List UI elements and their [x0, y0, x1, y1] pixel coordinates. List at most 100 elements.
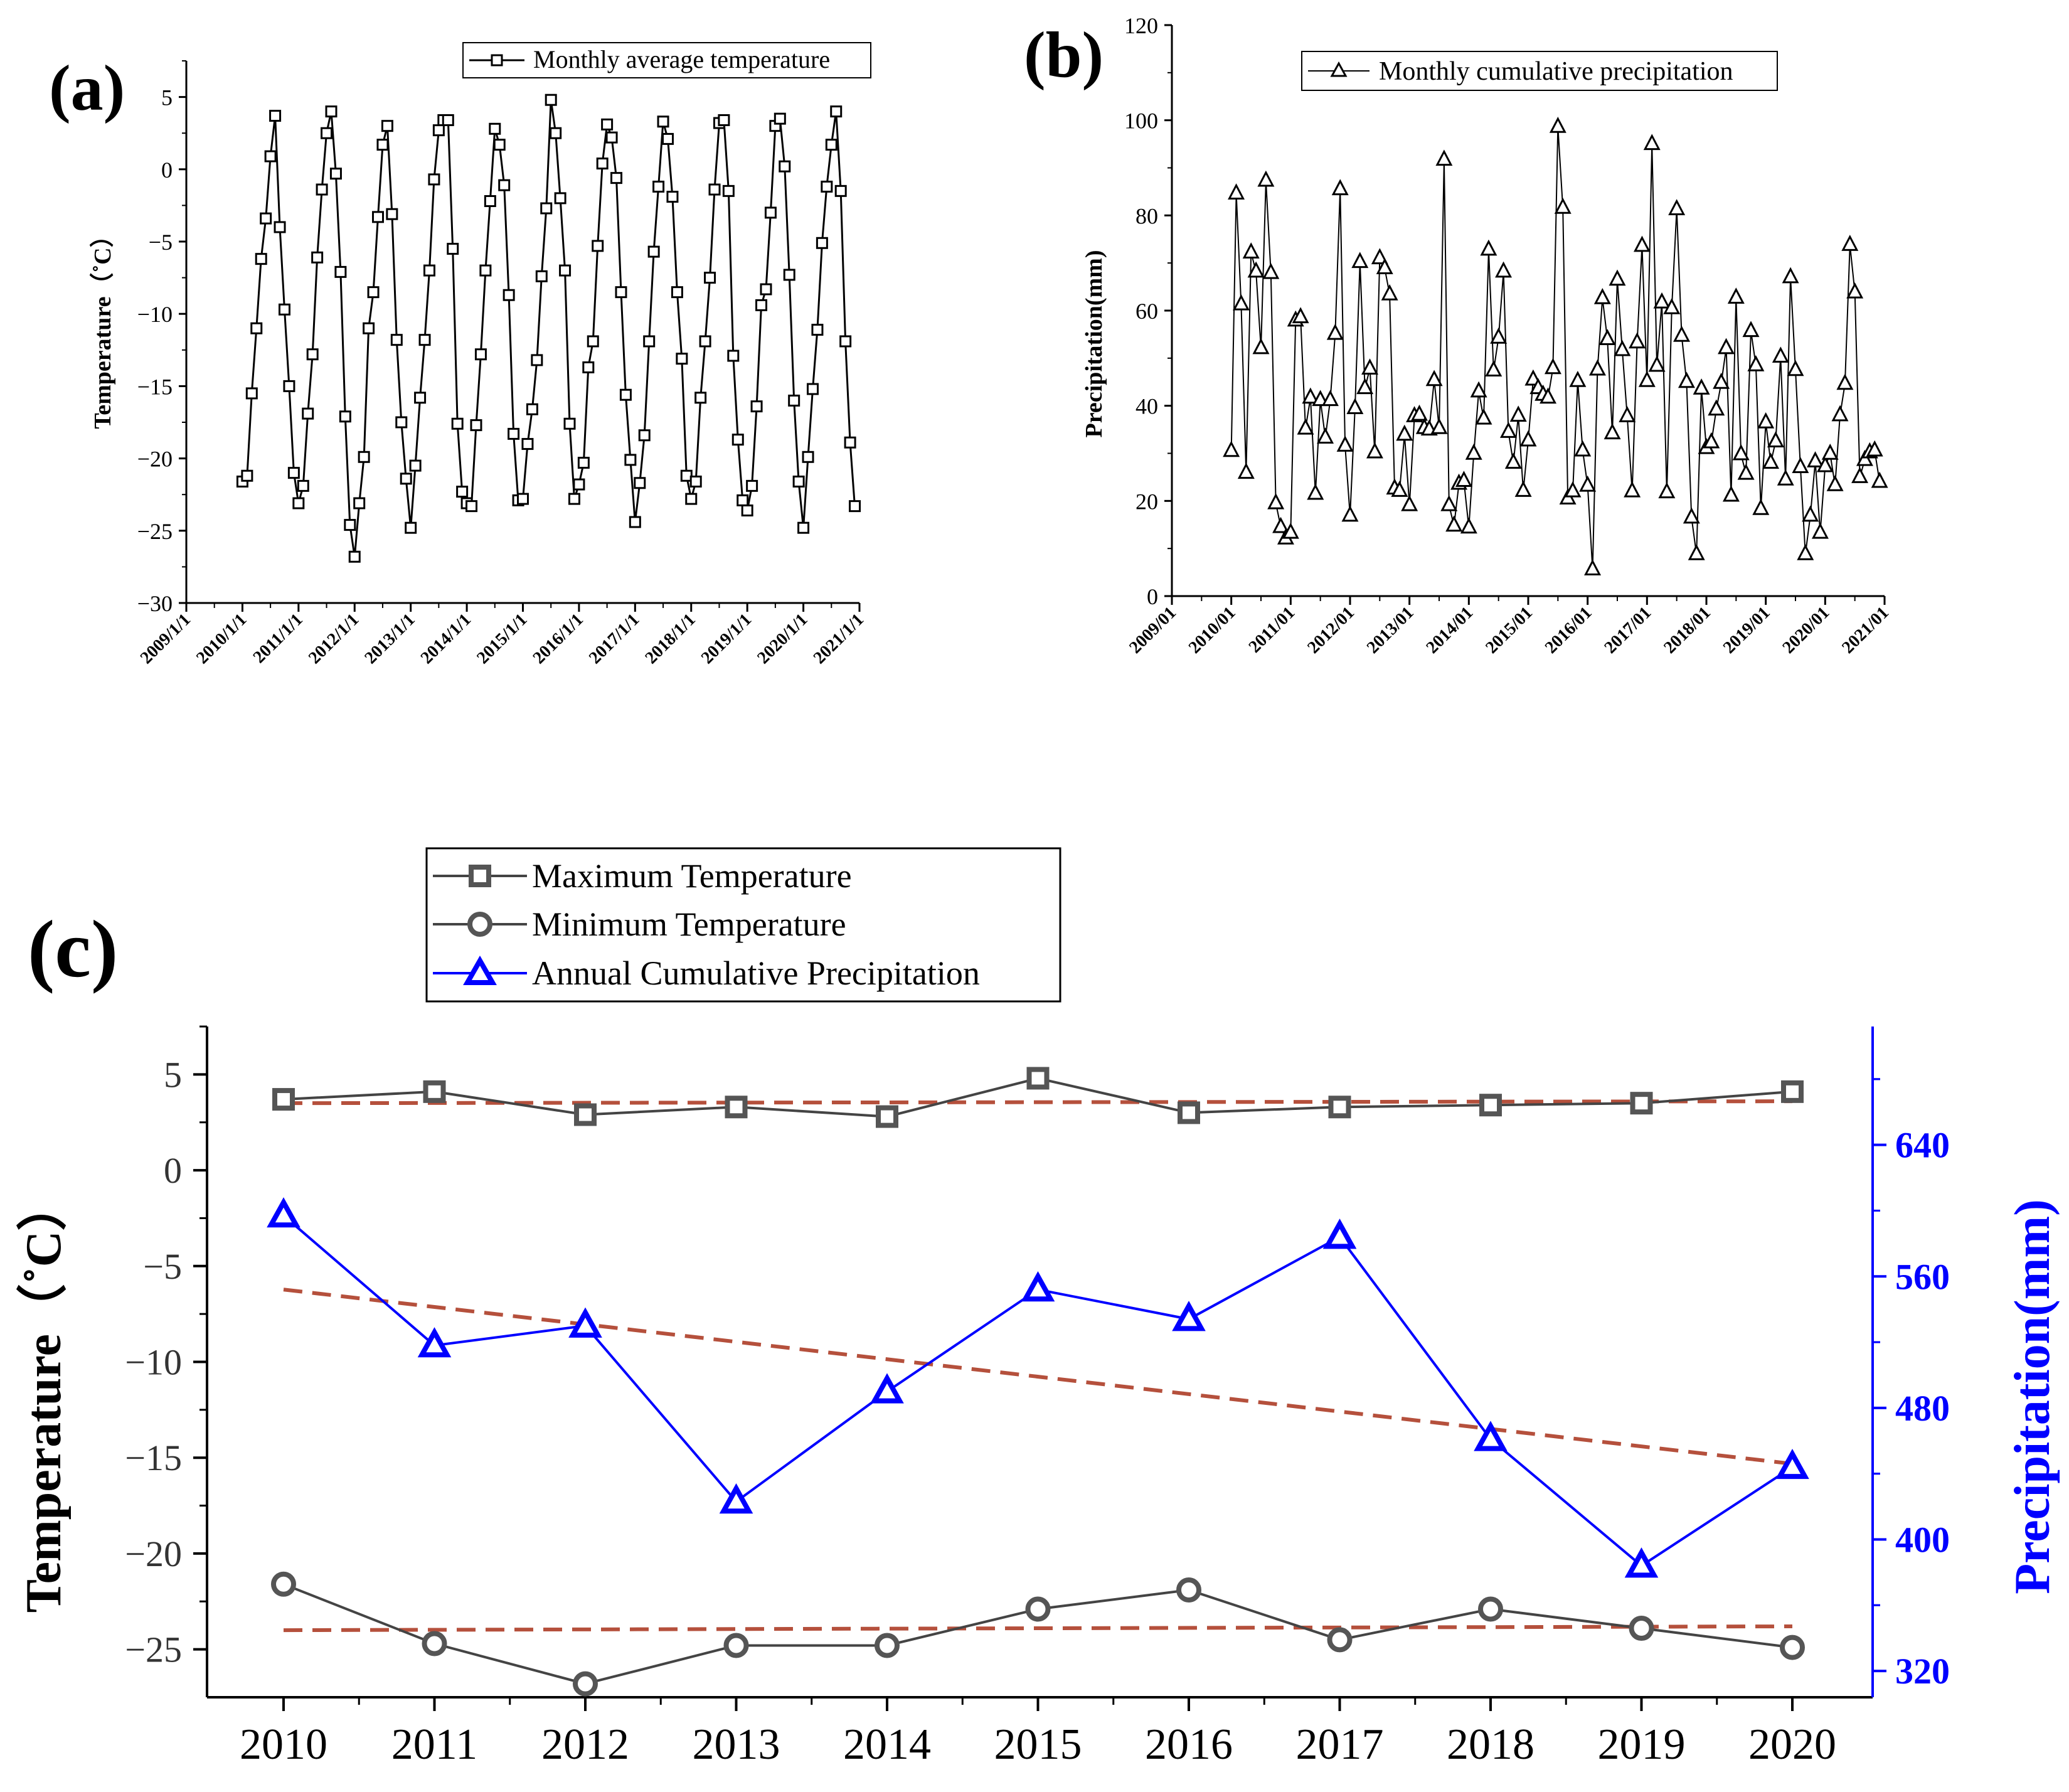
panel-a-data-point [708, 183, 721, 196]
min-temp-data-point [573, 1671, 598, 1697]
panel-a-data-point [329, 168, 342, 180]
panel-a-data-point [339, 410, 351, 423]
panel-c-y-tick-label: −5 [143, 1246, 182, 1287]
panel-b-data-point [1638, 371, 1656, 387]
panel-b-y-tick-label: 80 [1136, 203, 1158, 228]
panel-b-data-point [1401, 494, 1418, 511]
max-temp-data-point [1178, 1101, 1200, 1124]
panel-c-y-tick-label: −15 [125, 1437, 182, 1478]
panel-a-data-point [311, 251, 324, 264]
panel-b-data-point [1732, 444, 1750, 461]
panel-a-data-point [764, 206, 777, 219]
panel-b-data-point [1797, 544, 1814, 560]
panel-a-data-point [779, 160, 791, 173]
panel-a-data-point [363, 322, 375, 334]
precip-data-point [1021, 1271, 1055, 1302]
panel-b-data-point [1836, 373, 1854, 390]
panel-b-data-point [1609, 269, 1626, 286]
panel-b-data-point [1722, 485, 1740, 502]
panel-b-x-tick-label: 2015/01 [1482, 603, 1536, 658]
panel-b-data-point [1752, 498, 1770, 515]
panel-b-series-line [1230, 127, 1881, 570]
panel-a-data-point [788, 394, 800, 407]
panel-c-chart: (c) −25 −20 −15 −10 −5 0 5 320 400 480 560 640 2010 2… [16, 847, 2060, 1769]
panel-a-data-point [250, 322, 263, 334]
panel-a-data-point [806, 383, 819, 395]
min-temp-data-point [422, 1631, 447, 1656]
panel-a-data-point [508, 427, 520, 440]
panel-b-data-point [1391, 481, 1408, 497]
panel-a-data-point [302, 407, 314, 420]
panel-a-chart: (a) −30−25−20−15−10−5052009/1/12010/1/12… [49, 42, 871, 668]
panel-a-data-point [722, 184, 735, 197]
panel-a-data-point [358, 451, 370, 463]
panel-a-data-point [647, 245, 660, 258]
panel-b-data-point [1272, 516, 1290, 533]
panel-a-data-point [283, 380, 295, 392]
panel-a-data-point [344, 519, 356, 531]
panel-b-data-point [1425, 370, 1443, 387]
panel-b-data-point [1297, 418, 1314, 435]
panel-b-data-point [1351, 252, 1369, 269]
panel-c-y2-tick-label: 640 [1895, 1125, 1950, 1166]
panel-a-data-point [465, 500, 478, 513]
panel-a-data-point [666, 191, 679, 203]
panel-b-data-point [1856, 449, 1873, 466]
panel-c-x-tick-label: 2012 [541, 1720, 629, 1769]
panel-a-data-point [802, 451, 814, 463]
panel-a-data-point [657, 115, 669, 128]
panel-b-x-tick-label: 2019/01 [1720, 603, 1774, 658]
panel-a-data-point [498, 179, 511, 191]
panel-a-data-point [409, 459, 422, 472]
panel-b-data-point [1475, 408, 1492, 425]
panel-a-data-point [245, 387, 258, 400]
panel-b-data-point [1584, 559, 1602, 576]
panel-b-data-point [1445, 515, 1463, 532]
panel-a-data-point [624, 454, 637, 466]
panel-b-data-point [1737, 463, 1755, 480]
panel-b-data-point [1762, 452, 1780, 469]
precip-data-point [417, 1327, 452, 1358]
panel-a-data-point [605, 131, 618, 144]
panel-a-y-axis-title: Temperature（˚C） [90, 223, 116, 429]
panel-a-series-line [242, 99, 856, 557]
panel-a-label: (a) [49, 52, 125, 124]
panel-c-y2-tick-label: 400 [1895, 1519, 1950, 1560]
max-temp-data-point [1328, 1096, 1351, 1119]
panel-b-x-tick-label: 2016/01 [1541, 603, 1596, 658]
panel-b-data-point [1544, 358, 1561, 375]
max-temp-data-point [574, 1103, 597, 1126]
panel-a-data-point [376, 139, 389, 151]
panel-b-chart: (b) 0 20 40 60 80 100 120 2009/01 2010/01 2011/01… [1024, 13, 1893, 658]
panel-b-data-point [1346, 398, 1364, 414]
panel-a-y-tick-label: −5 [149, 230, 173, 255]
panel-b-data-point [1653, 292, 1671, 309]
max-temp-data-point [423, 1080, 446, 1103]
panel-a-data-point [563, 417, 576, 430]
panel-a-data-point [423, 264, 435, 277]
panel-b-data-point [1223, 440, 1240, 457]
panel-a-data-point [367, 286, 380, 299]
precip-series-line [282, 1214, 1794, 1567]
panel-b-data-point [1811, 522, 1829, 539]
panel-a-data-point [821, 180, 833, 193]
panel-c-y-tick-label: 0 [164, 1150, 182, 1191]
panel-a-data-point [432, 124, 445, 137]
panel-b-data-point [1846, 282, 1864, 299]
panel-b-data-point [1292, 307, 1309, 324]
panel-b-x-tick-label: 2020/01 [1779, 603, 1833, 658]
panel-a-data-point [731, 434, 744, 446]
panel-b-data-point [1564, 481, 1582, 498]
panel-b-data-point [1629, 332, 1646, 349]
panel-b-x-tick-label: 2011/01 [1245, 603, 1299, 657]
panel-b-data-point [1499, 422, 1517, 438]
panel-b-data-point [1663, 297, 1681, 314]
panel-c-y-tick-label: −25 [125, 1629, 182, 1670]
panel-a-data-point [661, 132, 674, 145]
panel-a-data-point [839, 335, 852, 348]
precip-data-point [267, 1197, 301, 1228]
panel-a-data-point [737, 494, 749, 506]
panel-a-data-point [596, 157, 609, 170]
legend-max-temp-marker [469, 865, 491, 887]
max-temp-data-point [725, 1096, 748, 1119]
